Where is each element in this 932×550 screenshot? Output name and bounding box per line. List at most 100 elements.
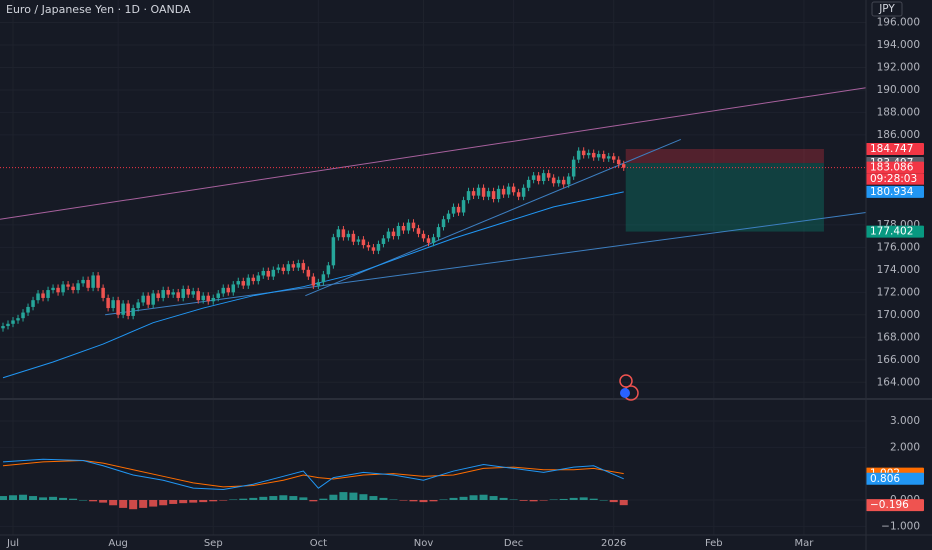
candle-body (191, 291, 195, 295)
candle-body (96, 275, 100, 288)
candle-body (541, 173, 546, 182)
candle-body (106, 297, 110, 309)
histogram-bar (469, 495, 478, 500)
histogram-bar (449, 497, 458, 500)
candle-body (6, 323, 10, 327)
histogram-bar (389, 499, 398, 500)
candle-body (271, 269, 276, 277)
countdown: 09:28:03 (870, 173, 917, 185)
candle-body (291, 264, 296, 268)
candle-body (601, 154, 606, 159)
histogram-bar (119, 500, 128, 508)
candle-body (171, 292, 175, 295)
candle-body (81, 279, 85, 284)
macd-label: 0.806 (870, 473, 900, 485)
histogram-bar (149, 500, 158, 507)
x-tick-label: Nov (414, 538, 434, 549)
plot: Jul Aug Sep Oct Nov Dec 2026 Feb Mar 164.000 166.0… (0, 16, 924, 549)
candle-body (141, 295, 145, 303)
candle-body (66, 284, 70, 287)
y-tick-label: 186.000 (877, 129, 920, 141)
candle-body (111, 300, 115, 309)
x-tick-label: Oct (310, 538, 327, 549)
event-icons[interactable] (619, 374, 639, 401)
histogram-bar (559, 498, 568, 500)
histogram-bar (409, 500, 418, 502)
histogram-bar (419, 500, 428, 503)
candle-body (11, 320, 15, 324)
histogram-bar (229, 499, 238, 500)
x-tick-label: Aug (108, 538, 128, 549)
histogram-bar (519, 500, 528, 501)
candle-body (461, 200, 466, 213)
y-tick-label: 172.000 (877, 286, 920, 298)
candle-body (416, 228, 421, 234)
last-price-tag (866, 161, 924, 174)
candle-body (326, 265, 331, 275)
histogram-bar (589, 498, 598, 500)
candle-body (321, 274, 326, 283)
histogram-bar (539, 500, 548, 501)
grid (0, 0, 866, 535)
histogram-bar (139, 500, 148, 508)
ma-tag (866, 185, 924, 198)
target-tag (866, 225, 924, 238)
candle-body (231, 284, 236, 293)
stop-zone (625, 149, 824, 164)
histogram-bar (289, 496, 298, 500)
candle-body (186, 288, 190, 295)
histogram-bar (329, 494, 338, 500)
x-tick-label: Jul (6, 538, 19, 549)
candle-body (476, 187, 481, 196)
candle-body (226, 287, 231, 293)
candle-body (546, 173, 551, 178)
candle-body (146, 295, 150, 305)
candle-body (41, 293, 45, 298)
histogram-bar (439, 499, 448, 500)
y-tick-label: 166.000 (877, 354, 920, 366)
histogram-bar (309, 500, 318, 502)
histogram-bar (529, 500, 538, 502)
macd-tag (866, 472, 924, 485)
last-price-label: 183.086 (870, 162, 914, 174)
histogram-bar (279, 495, 288, 500)
candle-body (211, 297, 215, 302)
histogram-bar (199, 500, 208, 503)
histogram-bar (509, 499, 518, 500)
candle-body (591, 152, 596, 158)
candle-body (456, 206, 461, 213)
candle-body (156, 293, 160, 298)
candle-body (71, 286, 75, 291)
candle-body (621, 164, 626, 168)
histogram-bar (49, 496, 58, 500)
histogram-bar (499, 497, 508, 500)
event-icon[interactable] (620, 388, 630, 398)
candle-body (471, 191, 476, 196)
candle-body (251, 277, 256, 282)
countdown-tag (866, 173, 924, 185)
event-icon[interactable] (619, 374, 633, 388)
currency-box[interactable] (871, 1, 903, 17)
candle-body (1, 326, 5, 329)
candle-body (51, 287, 55, 291)
histogram-bar (159, 500, 168, 506)
stop-tag (866, 143, 924, 156)
candle-body (176, 292, 180, 298)
x-tick-label: Dec (504, 538, 523, 549)
candle-body (331, 237, 336, 266)
candle-body (521, 187, 526, 197)
y-tick-label: 174.000 (877, 264, 920, 276)
target-label: 177.402 (870, 226, 913, 238)
y-tick-label: 2.000 (890, 441, 920, 453)
candle-body (256, 275, 261, 282)
trendline (105, 211, 867, 316)
candle-body (381, 238, 386, 244)
candle-body (346, 233, 351, 238)
histogram-bar (89, 500, 98, 502)
histogram-bar (379, 497, 388, 500)
y-tick-label: 188.000 (877, 106, 920, 118)
candle-body (511, 186, 516, 193)
candle-body (26, 306, 30, 313)
candle-body (501, 188, 506, 195)
currency[interactable]: JPY (878, 3, 895, 15)
